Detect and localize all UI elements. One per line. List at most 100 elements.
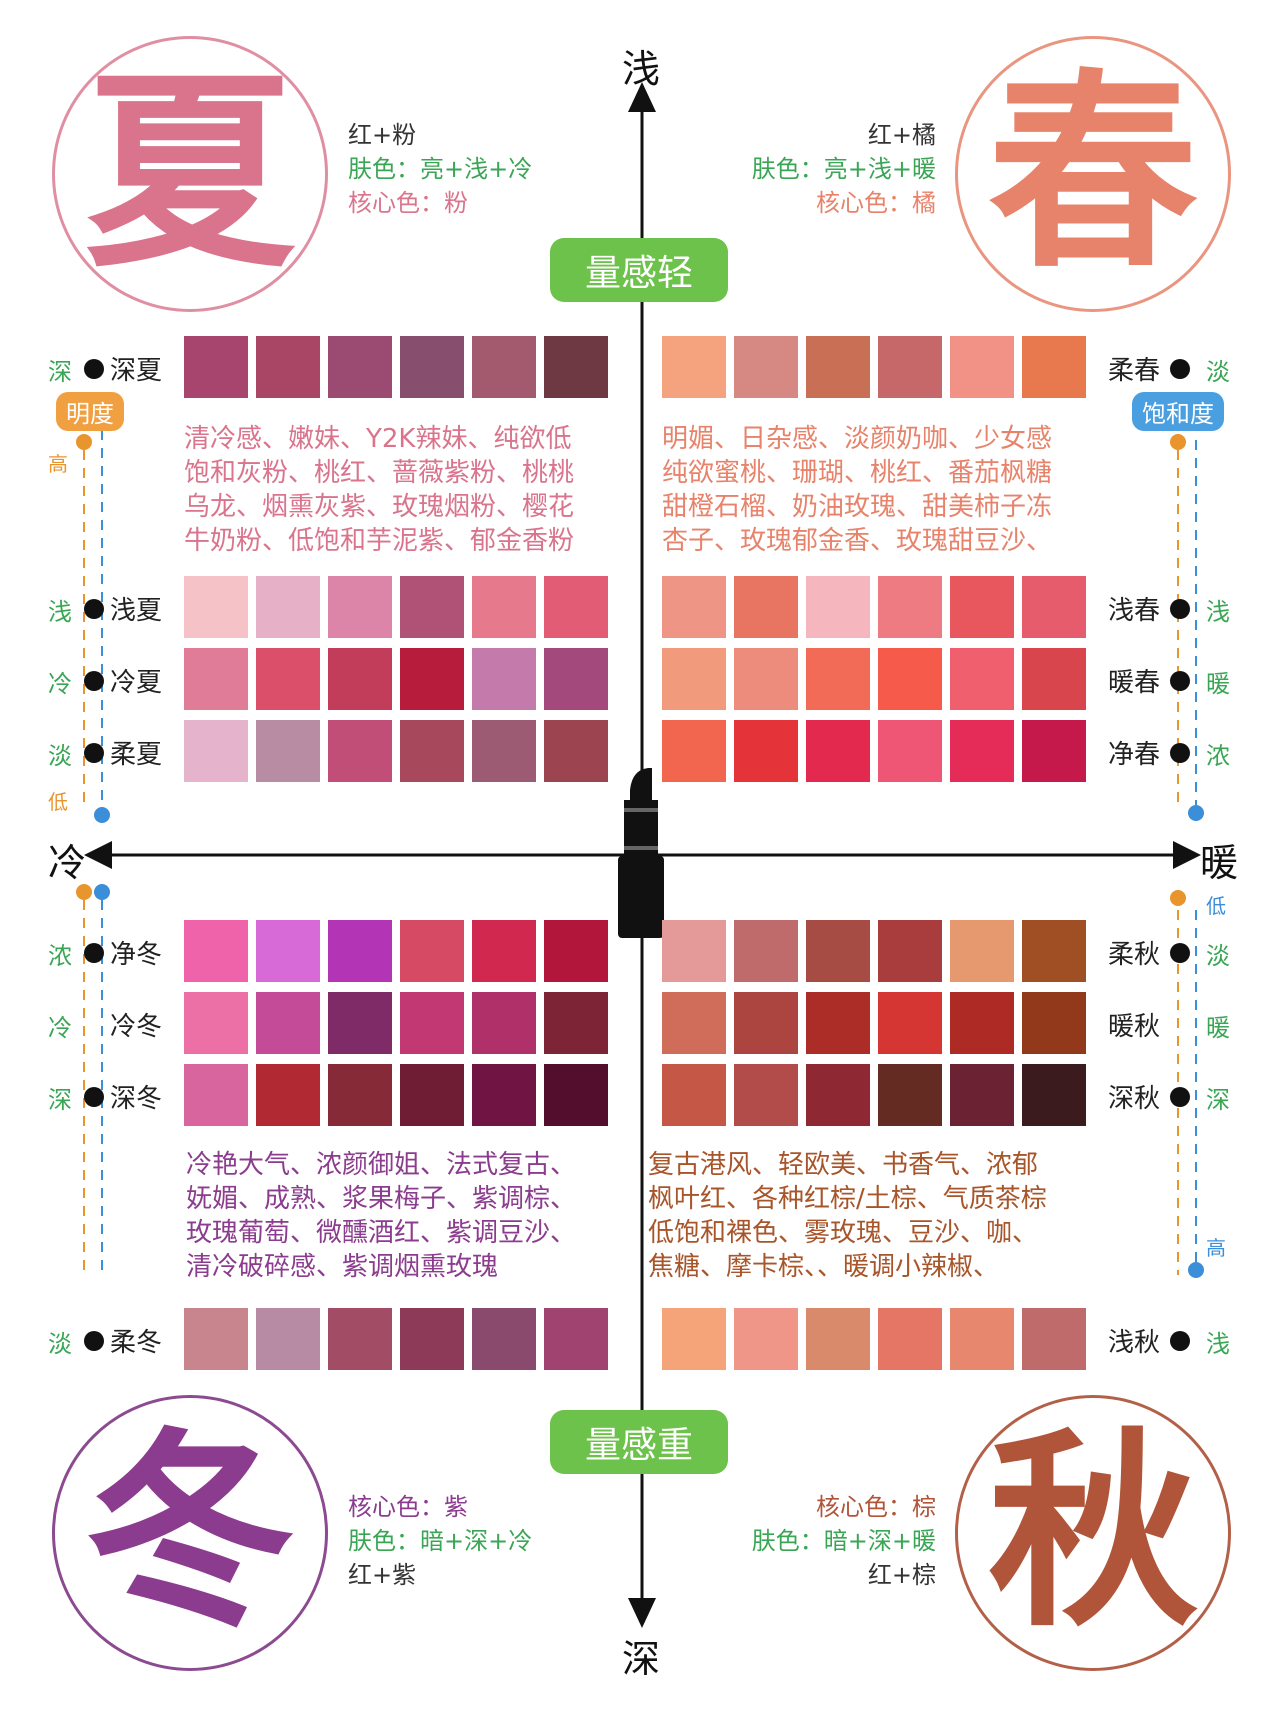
color-swatch bbox=[1022, 336, 1086, 398]
color-swatch bbox=[734, 1308, 798, 1370]
row-label-deep-summer: 深夏 bbox=[84, 350, 162, 387]
color-swatch bbox=[806, 992, 870, 1054]
color-swatch bbox=[950, 576, 1014, 638]
spring-circle: 春 bbox=[955, 36, 1231, 312]
color-swatch bbox=[878, 720, 942, 782]
row-mark: 淡 bbox=[1206, 358, 1230, 386]
color-swatch bbox=[806, 920, 870, 982]
summer-info: 红+粉 肤色：亮+浅+冷 核心色：粉 bbox=[348, 118, 532, 220]
color-swatch bbox=[184, 336, 248, 398]
bullet-icon bbox=[84, 742, 104, 763]
summer-char: 夏 bbox=[84, 51, 295, 296]
spring-line1: 红+橘 bbox=[867, 121, 936, 149]
color-swatch bbox=[400, 920, 464, 982]
color-swatch bbox=[734, 336, 798, 398]
row-mark: 深 bbox=[1206, 1086, 1230, 1114]
spring-line2: 肤色：亮+浅+暖 bbox=[751, 155, 936, 183]
swatch-row-soft-spring bbox=[662, 336, 1086, 398]
color-swatch bbox=[256, 992, 320, 1054]
bullet-icon bbox=[84, 1086, 104, 1107]
row-mark: 冷 bbox=[48, 1014, 72, 1042]
color-swatch bbox=[950, 720, 1014, 782]
color-swatch bbox=[400, 992, 464, 1054]
bullet-icon bbox=[84, 1330, 104, 1351]
color-swatch bbox=[544, 648, 608, 710]
color-swatch bbox=[662, 992, 726, 1054]
color-swatch bbox=[806, 1064, 870, 1126]
color-swatch bbox=[472, 720, 536, 782]
row-label-deep-winter: 深冬 bbox=[84, 1078, 162, 1115]
swatch-row-cool-summer bbox=[184, 648, 608, 710]
color-swatch bbox=[472, 920, 536, 982]
row-label-text: 暖秋 bbox=[1108, 1012, 1161, 1042]
desc-line: 饱和灰粉、桃红、蔷薇紫粉、桃桃 bbox=[184, 458, 575, 488]
bullet-icon bbox=[84, 942, 104, 963]
color-swatch bbox=[400, 1064, 464, 1126]
row-label-text: 浅春 bbox=[1108, 596, 1161, 626]
swatch-row-warm-spring bbox=[662, 648, 1086, 710]
color-swatch bbox=[806, 720, 870, 782]
bullet-icon bbox=[1170, 670, 1191, 691]
color-swatch bbox=[806, 336, 870, 398]
heavy-weight-pill: 量感重 bbox=[550, 1410, 728, 1474]
color-swatch bbox=[878, 336, 942, 398]
bullet-icon bbox=[84, 358, 104, 379]
color-swatch bbox=[878, 1064, 942, 1126]
color-swatch bbox=[472, 576, 536, 638]
color-swatch bbox=[1022, 1308, 1086, 1370]
row-mark: 浓 bbox=[1206, 742, 1230, 770]
autumn-description: 复古港风、轻欧美、书香气、浓郁 枫叶红、各种红棕/土棕、气质茶棕 低饱和裸色、雾… bbox=[648, 1148, 1047, 1284]
desc-line: 乌龙、烟熏灰紫、玫瑰烟粉、樱花 bbox=[184, 492, 575, 522]
color-swatch bbox=[878, 576, 942, 638]
row-label-soft-spring: 柔春 bbox=[1108, 350, 1191, 387]
row-label-soft-summer: 柔夏 bbox=[84, 734, 162, 771]
row-mark: 淡 bbox=[1206, 942, 1230, 970]
color-swatch bbox=[734, 992, 798, 1054]
row-mark: 浅 bbox=[1206, 1330, 1230, 1358]
row-mark: 淡 bbox=[48, 742, 72, 770]
winter-circle: 冬 bbox=[52, 1395, 328, 1671]
swatch-row-clear-winter bbox=[184, 920, 608, 982]
spring-info: 红+橘 肤色：亮+浅+暖 核心色：橘 bbox=[752, 118, 936, 220]
color-swatch bbox=[184, 720, 248, 782]
color-swatch bbox=[472, 992, 536, 1054]
color-swatch bbox=[806, 1308, 870, 1370]
color-swatch bbox=[878, 920, 942, 982]
autumn-line3: 红+棕 bbox=[867, 1561, 936, 1589]
row-label-text: 净冬 bbox=[110, 940, 163, 970]
row-label-cool-winter: 冷冬 bbox=[84, 1006, 162, 1043]
color-swatch bbox=[1022, 576, 1086, 638]
color-swatch bbox=[662, 576, 726, 638]
color-swatch bbox=[544, 336, 608, 398]
color-swatch bbox=[544, 576, 608, 638]
light-weight-pill: 量感轻 bbox=[550, 238, 728, 302]
row-label-clear-spring: 净春 bbox=[1108, 734, 1191, 771]
color-swatch bbox=[878, 648, 942, 710]
color-swatch bbox=[184, 992, 248, 1054]
axis-top-label: 浅 bbox=[622, 47, 661, 91]
scale-low-right: 低 bbox=[1206, 894, 1226, 918]
axis-left-label: 冷 bbox=[48, 841, 87, 885]
bullet-icon bbox=[1170, 1086, 1191, 1107]
color-swatch bbox=[662, 920, 726, 982]
swatch-row-light-autumn bbox=[662, 1308, 1086, 1370]
color-swatch bbox=[662, 720, 726, 782]
color-swatch bbox=[950, 336, 1014, 398]
row-label-warm-autumn: 暖秋 bbox=[1108, 1006, 1190, 1043]
desc-line: 低饱和裸色、雾玫瑰、豆沙、咖、 bbox=[648, 1218, 1039, 1248]
row-mark: 淡 bbox=[48, 1330, 72, 1358]
bullet-icon bbox=[1170, 598, 1191, 619]
color-swatch bbox=[1022, 992, 1086, 1054]
winter-line3: 红+紫 bbox=[348, 1561, 417, 1589]
winter-line1: 核心色：紫 bbox=[348, 1493, 468, 1521]
row-label-light-summer: 浅夏 bbox=[84, 590, 162, 627]
spring-description: 明媚、日杂感、淡颜奶咖、少女感 纯欲蜜桃、珊瑚、桃红、番茄枫糖 甜橙石榴、奶油玫… bbox=[662, 422, 1052, 558]
desc-line: 杏子、玫瑰郁金香、玫瑰甜豆沙、 bbox=[662, 526, 1053, 556]
swatch-row-warm-autumn bbox=[662, 992, 1086, 1054]
color-swatch bbox=[256, 720, 320, 782]
winter-info: 核心色：紫 肤色：暗+深+冷 红+紫 bbox=[348, 1490, 532, 1592]
color-swatch bbox=[328, 920, 392, 982]
row-label-text: 柔春 bbox=[1108, 356, 1161, 386]
winter-line2: 肤色：暗+深+冷 bbox=[348, 1527, 533, 1555]
